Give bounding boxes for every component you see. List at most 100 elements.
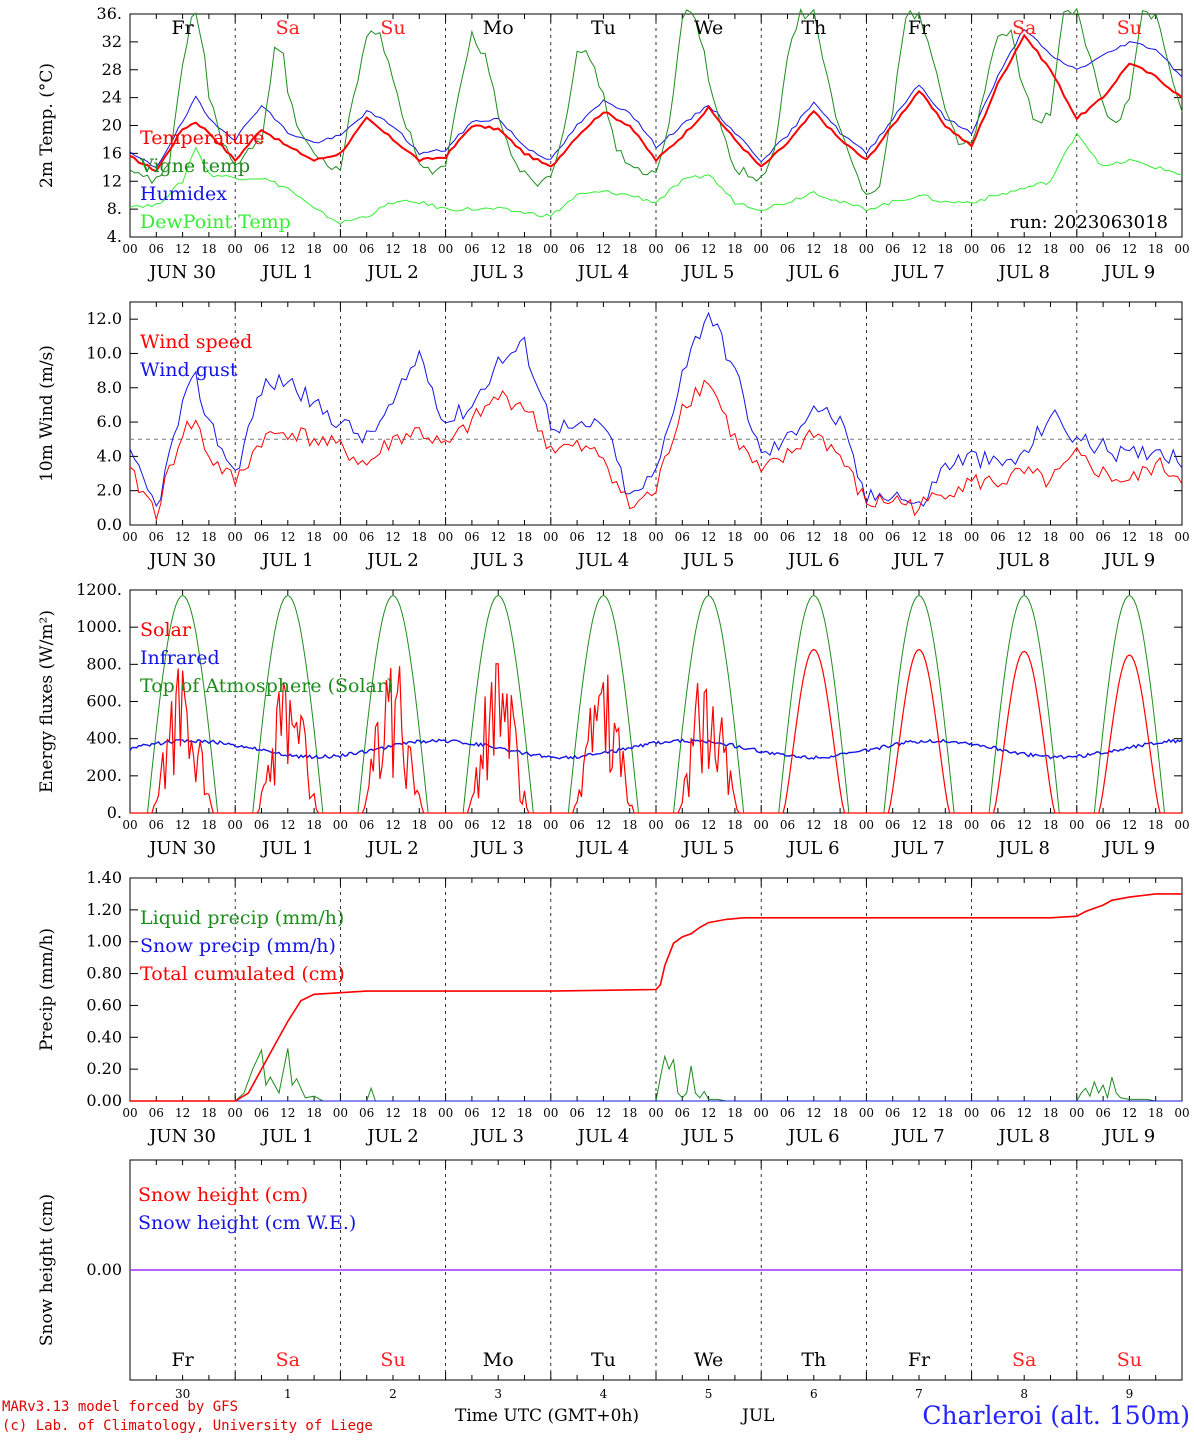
date-label: JUN 30 (147, 838, 216, 859)
hour-tick-label: 12 (1122, 242, 1137, 256)
hour-tick-label: 00 (1174, 1106, 1189, 1120)
hour-tick-label: 06 (359, 1106, 374, 1120)
date-label: JUL 2 (365, 838, 419, 859)
hour-tick-label: 00 (122, 818, 137, 832)
y-tick-label: 12.0 (86, 309, 122, 328)
date-label: JUL 6 (786, 550, 840, 571)
model-line: MARv3.13 model forced by GFS (2, 1399, 239, 1415)
hour-tick-label: 00 (754, 242, 769, 256)
day-number-label: 6 (810, 1387, 818, 1401)
hour-tick-label: 00 (333, 1106, 348, 1120)
hour-tick-label: 00 (859, 530, 874, 544)
hour-tick-label: 18 (517, 242, 532, 256)
hour-tick-label: 12 (1122, 1106, 1137, 1120)
hour-tick-label: 06 (675, 1106, 690, 1120)
weekday-label: Tu (591, 17, 616, 39)
station-name: Charleroi (alt. 150m) (922, 1401, 1190, 1430)
hour-tick-label: 18 (622, 818, 637, 832)
y-tick-label: 6.0 (97, 412, 122, 431)
hour-tick-label: 06 (675, 530, 690, 544)
date-label: JUL 2 (365, 1126, 419, 1147)
hour-tick-label: 12 (280, 818, 295, 832)
legend-entry: Solar (140, 619, 192, 641)
bottom-weekday-label: Th (801, 1349, 826, 1371)
hour-tick-label: 12 (806, 818, 821, 832)
hour-tick-label: 12 (385, 530, 400, 544)
hour-tick-label: 18 (201, 1106, 216, 1120)
hour-tick-label: 12 (701, 818, 716, 832)
hour-tick-label: 18 (306, 1106, 321, 1120)
date-label: JUL 2 (365, 262, 419, 283)
lab-line: (c) Lab. of Climatology, University of L… (2, 1418, 373, 1434)
hour-tick-label: 06 (885, 818, 900, 832)
hour-tick-label: 12 (175, 818, 190, 832)
hour-tick-label: 00 (1069, 1106, 1084, 1120)
hour-tick-label: 00 (1069, 818, 1084, 832)
hour-tick-label: 00 (122, 530, 137, 544)
hour-tick-label: 06 (675, 242, 690, 256)
date-label: JUL 4 (576, 838, 630, 859)
hour-tick-label: 00 (1069, 530, 1084, 544)
month-label: JUL (742, 1406, 775, 1426)
day-number-label: 30 (175, 1387, 190, 1401)
hour-tick-label: 06 (990, 1106, 1005, 1120)
date-label: JUL 9 (1102, 838, 1156, 859)
legend-entry: Temperature (140, 127, 264, 149)
y-tick-label: 12 (102, 171, 122, 190)
legend-entry: DewPoint Temp (140, 211, 291, 233)
hour-tick-label: 00 (859, 1106, 874, 1120)
bottom-weekday-label: Su (380, 1349, 405, 1371)
hour-tick-label: 18 (832, 1106, 847, 1120)
time-axis-title: Time UTC (GMT+0h) (455, 1406, 640, 1426)
day-number-label: 7 (915, 1387, 923, 1401)
hour-tick-label: 00 (438, 818, 453, 832)
day-number-label: 4 (600, 1387, 608, 1401)
hour-tick-label: 12 (491, 1106, 506, 1120)
day-number-label: 8 (1020, 1387, 1028, 1401)
legend-entry: Snow height (cm W.E.) (138, 1212, 356, 1234)
series-line-wind-speed (129, 379, 1183, 522)
hour-tick-label: 00 (648, 242, 663, 256)
y-tick-label: 28 (102, 60, 122, 79)
hour-tick-label: 18 (727, 1106, 742, 1120)
legend-entry: Snow height (cm) (138, 1184, 308, 1206)
hour-tick-label: 00 (1069, 242, 1084, 256)
y-tick-label: 1.20 (86, 900, 122, 919)
y-tick-label: 4. (107, 227, 122, 246)
hour-tick-label: 06 (885, 1106, 900, 1120)
weekday-label: Su (380, 17, 405, 39)
weekday-label: We (694, 17, 723, 39)
date-label: JUN 30 (147, 1126, 216, 1147)
hour-tick-label: 06 (254, 530, 269, 544)
hour-tick-label: 12 (596, 818, 611, 832)
hour-tick-label: 12 (806, 530, 821, 544)
hour-tick-label: 06 (990, 242, 1005, 256)
date-label: JUL 8 (996, 838, 1050, 859)
weekday-label: Fr (171, 17, 194, 39)
hour-tick-label: 18 (1148, 818, 1163, 832)
hour-tick-label: 18 (306, 242, 321, 256)
date-label: JUL 7 (891, 1126, 945, 1147)
weekday-label: Mo (483, 17, 514, 39)
hour-tick-label: 06 (149, 530, 164, 544)
hour-tick-label: 12 (385, 242, 400, 256)
hour-tick-label: 18 (1148, 242, 1163, 256)
hour-tick-label: 00 (543, 1106, 558, 1120)
series-line-dewpoint-temp (129, 132, 1183, 225)
hour-tick-label: 18 (727, 530, 742, 544)
hour-tick-label: 06 (1095, 818, 1110, 832)
hour-tick-label: 18 (517, 530, 532, 544)
y-tick-label: 0.40 (86, 1027, 122, 1046)
hour-tick-label: 18 (832, 530, 847, 544)
date-label: JUL 3 (470, 838, 524, 859)
hour-tick-label: 18 (832, 242, 847, 256)
hour-tick-label: 00 (964, 242, 979, 256)
y-axis-label-2: 10m Wind (m/s) (37, 345, 57, 482)
y-tick-label: 0.80 (86, 964, 122, 983)
hour-tick-label: 12 (1122, 530, 1137, 544)
hour-tick-label: 18 (201, 818, 216, 832)
series-line-liquid-precip-mm-h- (130, 1048, 1182, 1102)
hour-tick-label: 06 (254, 1106, 269, 1120)
hour-tick-label: 18 (622, 242, 637, 256)
date-label: JUL 1 (260, 550, 314, 571)
